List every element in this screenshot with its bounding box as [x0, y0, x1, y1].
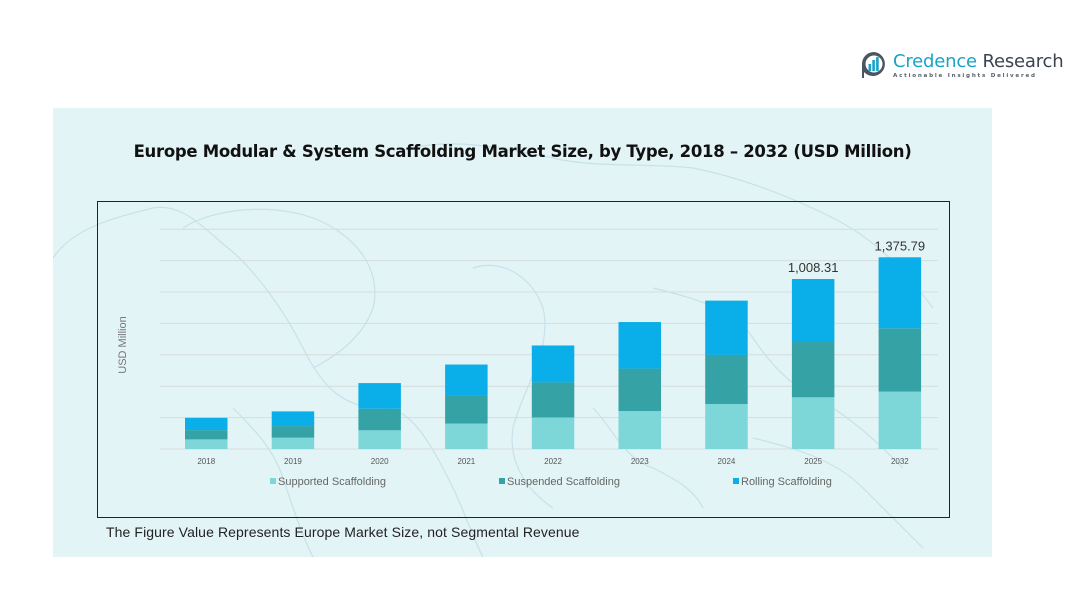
chart-frame [97, 201, 950, 518]
logo-chart-icon [860, 50, 888, 80]
brand-name: Credence Research [893, 50, 1064, 72]
chart-title: Europe Modular & System Scaffolding Mark… [133, 142, 912, 161]
chart-panel: Europe Modular & System Scaffolding Mark… [53, 108, 992, 557]
footnote: The Figure Value Represents Europe Marke… [106, 524, 580, 540]
brand-name-part2: Research [976, 50, 1064, 72]
brand-tagline: Actionable Insights Delivered [893, 72, 1037, 79]
brand-name-part1: Credence [893, 50, 977, 72]
credence-research-logo: Credence Research Actionable Insights De… [860, 50, 1064, 80]
